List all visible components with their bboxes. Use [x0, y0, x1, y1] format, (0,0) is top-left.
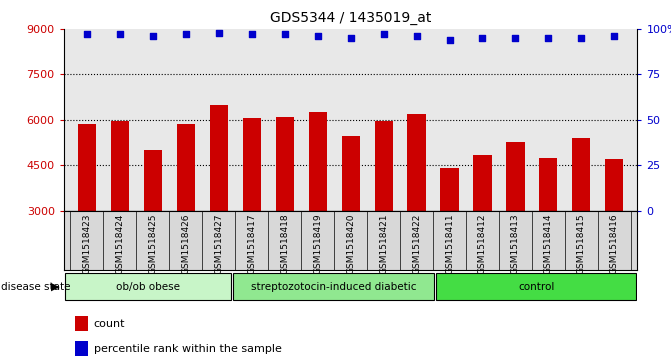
Bar — [605, 159, 623, 211]
Point — [246, 32, 257, 37]
Text: GSM1518425: GSM1518425 — [148, 213, 157, 274]
Bar — [75, 341, 88, 356]
Text: GSM1518417: GSM1518417 — [247, 213, 256, 274]
Bar — [539, 158, 558, 211]
Text: GSM1518427: GSM1518427 — [214, 213, 223, 274]
Bar — [176, 124, 195, 211]
Bar — [75, 316, 88, 331]
Point — [81, 32, 92, 37]
FancyBboxPatch shape — [436, 273, 636, 301]
Text: GSM1518419: GSM1518419 — [313, 213, 322, 274]
Text: count: count — [94, 319, 125, 329]
Text: GSM1518426: GSM1518426 — [181, 213, 191, 274]
Point — [180, 32, 191, 37]
Text: GSM1518411: GSM1518411 — [445, 213, 454, 274]
Text: control: control — [518, 282, 554, 292]
Text: GSM1518421: GSM1518421 — [379, 213, 388, 274]
FancyBboxPatch shape — [234, 273, 434, 301]
Point — [345, 35, 356, 41]
Bar — [276, 117, 294, 211]
Bar — [309, 112, 327, 211]
Point — [213, 30, 224, 36]
Text: percentile rank within the sample: percentile rank within the sample — [94, 344, 282, 354]
Point — [115, 32, 125, 37]
Bar — [507, 143, 525, 211]
Point — [609, 33, 620, 39]
Bar — [440, 168, 458, 211]
Bar — [572, 138, 590, 211]
Text: GSM1518420: GSM1518420 — [346, 213, 355, 274]
Text: ob/ob obese: ob/ob obese — [116, 282, 180, 292]
Point — [543, 35, 554, 41]
Bar — [243, 118, 261, 211]
Point — [576, 35, 586, 41]
Point — [148, 33, 158, 39]
Bar — [111, 121, 129, 211]
Text: streptozotocin-induced diabetic: streptozotocin-induced diabetic — [251, 282, 417, 292]
Bar — [342, 136, 360, 211]
Bar — [474, 155, 492, 211]
Text: GSM1518418: GSM1518418 — [280, 213, 289, 274]
Text: GSM1518423: GSM1518423 — [83, 213, 91, 274]
Text: GSM1518413: GSM1518413 — [511, 213, 520, 274]
Text: GSM1518415: GSM1518415 — [577, 213, 586, 274]
Point — [279, 32, 290, 37]
Bar — [407, 114, 425, 211]
Point — [510, 35, 521, 41]
Bar — [78, 124, 96, 211]
Bar — [144, 150, 162, 211]
Text: GSM1518424: GSM1518424 — [115, 213, 124, 274]
Text: GSM1518422: GSM1518422 — [412, 213, 421, 274]
Bar — [374, 121, 393, 211]
Text: GSM1518414: GSM1518414 — [544, 213, 553, 274]
Bar — [209, 105, 227, 211]
Point — [411, 33, 422, 39]
Text: disease state: disease state — [1, 282, 71, 292]
Title: GDS5344 / 1435019_at: GDS5344 / 1435019_at — [270, 11, 431, 25]
Point — [378, 32, 389, 37]
Text: GSM1518412: GSM1518412 — [478, 213, 487, 274]
Text: ▶: ▶ — [51, 282, 59, 292]
FancyBboxPatch shape — [65, 273, 231, 301]
Point — [477, 35, 488, 41]
Point — [444, 37, 455, 43]
Text: GSM1518416: GSM1518416 — [610, 213, 619, 274]
Point — [312, 33, 323, 39]
